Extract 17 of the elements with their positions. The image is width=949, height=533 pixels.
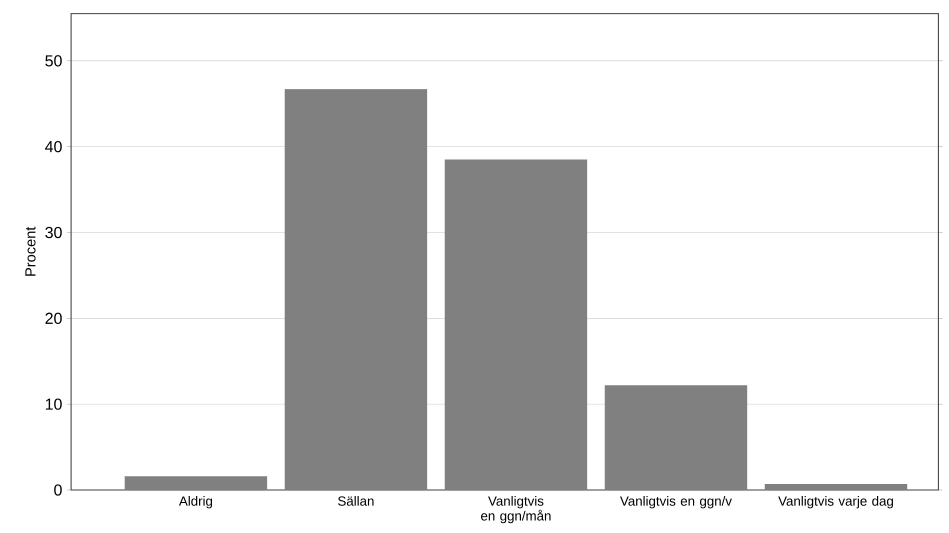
bar: [284, 89, 428, 490]
x-tick-label: Vanligtvis en ggn/v: [620, 496, 732, 508]
x-tick-label: Vanligtvis en ggn/mån: [481, 496, 551, 524]
y-tick-label: 20: [45, 312, 62, 324]
y-tick-label: 10: [46, 398, 62, 410]
x-tick-label: Aldrig: [178, 496, 212, 508]
y-tick-label: 40: [45, 140, 62, 152]
bar: [124, 476, 268, 490]
x-tick-label: Vanligtvis varje dag: [778, 496, 893, 508]
bar: [764, 484, 908, 490]
bar: [444, 159, 588, 490]
x-tick-label: Sällan: [338, 496, 374, 506]
y-tick-label: 0: [54, 484, 62, 496]
y-axis-title: Procent: [25, 226, 36, 276]
y-tick-label: 30: [45, 226, 62, 238]
bar: [604, 385, 748, 490]
y-tick-label: 50: [45, 55, 62, 66]
